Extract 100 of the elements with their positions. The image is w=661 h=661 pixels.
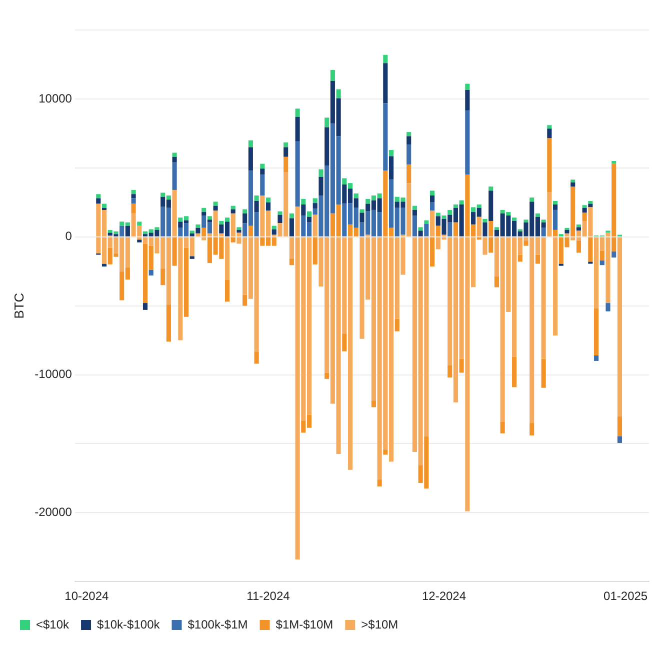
bar	[482, 237, 488, 255]
bar	[289, 258, 294, 266]
bar	[284, 142, 288, 148]
bar	[137, 240, 142, 242]
bar	[448, 222, 452, 236]
x-tick-label: 10-2024	[64, 589, 110, 604]
bar	[207, 220, 212, 222]
bar	[172, 162, 177, 190]
bar	[494, 276, 499, 288]
bar	[318, 176, 324, 196]
bar	[242, 294, 248, 306]
bar	[342, 333, 347, 352]
bar	[476, 216, 482, 236]
bar	[541, 220, 546, 222]
bar	[576, 240, 581, 253]
bar	[266, 202, 271, 211]
bar	[172, 156, 177, 162]
bar	[570, 182, 576, 187]
bar	[254, 200, 259, 212]
bar	[196, 228, 200, 234]
bar	[418, 230, 423, 236]
y-tick-label: 10000	[38, 91, 72, 106]
bar	[248, 226, 253, 236]
bar	[600, 250, 604, 260]
bar	[306, 211, 312, 217]
bar	[242, 213, 248, 224]
bar	[202, 228, 206, 236]
bar	[278, 214, 282, 224]
bar	[406, 164, 412, 184]
bar	[436, 226, 440, 236]
bar	[306, 216, 312, 222]
bar	[576, 227, 581, 231]
bar	[172, 152, 177, 157]
legend-label: $1M-$10M	[276, 617, 334, 632]
bar	[512, 218, 517, 221]
bar	[202, 208, 206, 212]
bar	[535, 213, 540, 217]
bar	[312, 214, 318, 236]
bar	[148, 270, 154, 276]
bar	[248, 140, 253, 148]
bar	[482, 218, 488, 222]
bar	[594, 308, 599, 356]
legend-label: $100k-$1M	[188, 617, 248, 632]
bar	[312, 203, 318, 209]
bar	[213, 202, 218, 206]
y-tick-label: -20000	[34, 504, 72, 519]
bar	[617, 436, 622, 444]
bar	[202, 212, 206, 216]
bar	[324, 372, 330, 379]
bar	[383, 449, 388, 455]
bar	[430, 190, 435, 196]
bar	[530, 198, 534, 202]
bar	[224, 237, 230, 280]
y-tick-label: -10000	[34, 367, 72, 382]
legend-label: <$10k	[36, 617, 70, 632]
x-tick-label: 11-2024	[246, 589, 290, 604]
bar	[284, 147, 288, 157]
bar	[96, 194, 101, 198]
bar	[430, 202, 435, 211]
bar	[213, 206, 218, 211]
bar	[552, 200, 558, 204]
bar	[260, 174, 265, 196]
bar	[312, 198, 318, 204]
bar	[500, 422, 505, 434]
bar	[564, 230, 570, 234]
bar	[552, 210, 558, 230]
bar	[612, 251, 616, 258]
bar	[190, 230, 194, 234]
bar	[248, 147, 253, 171]
bar	[388, 150, 394, 156]
bar	[552, 230, 558, 236]
bar	[207, 216, 212, 220]
bar	[318, 169, 324, 177]
bar	[582, 212, 587, 221]
bar	[131, 204, 136, 214]
bar	[272, 229, 276, 235]
bar	[588, 237, 593, 262]
bar	[295, 142, 300, 207]
bar	[160, 268, 166, 286]
bar	[564, 233, 570, 236]
x-tick-label: 12-2024	[422, 589, 466, 604]
bar	[552, 204, 558, 210]
bar	[137, 222, 142, 226]
bar	[120, 226, 124, 236]
bar	[289, 218, 294, 236]
bar	[324, 127, 330, 166]
bar	[383, 54, 388, 64]
bar	[388, 156, 394, 180]
bar	[383, 103, 388, 171]
bar	[594, 355, 599, 361]
bar	[570, 180, 576, 182]
bar	[418, 227, 423, 231]
bar	[125, 226, 130, 236]
bar	[360, 209, 364, 213]
bar	[547, 192, 552, 236]
bar	[394, 318, 400, 332]
bar	[582, 205, 587, 208]
bar	[412, 210, 417, 216]
bar	[224, 280, 230, 302]
bar	[453, 204, 458, 208]
